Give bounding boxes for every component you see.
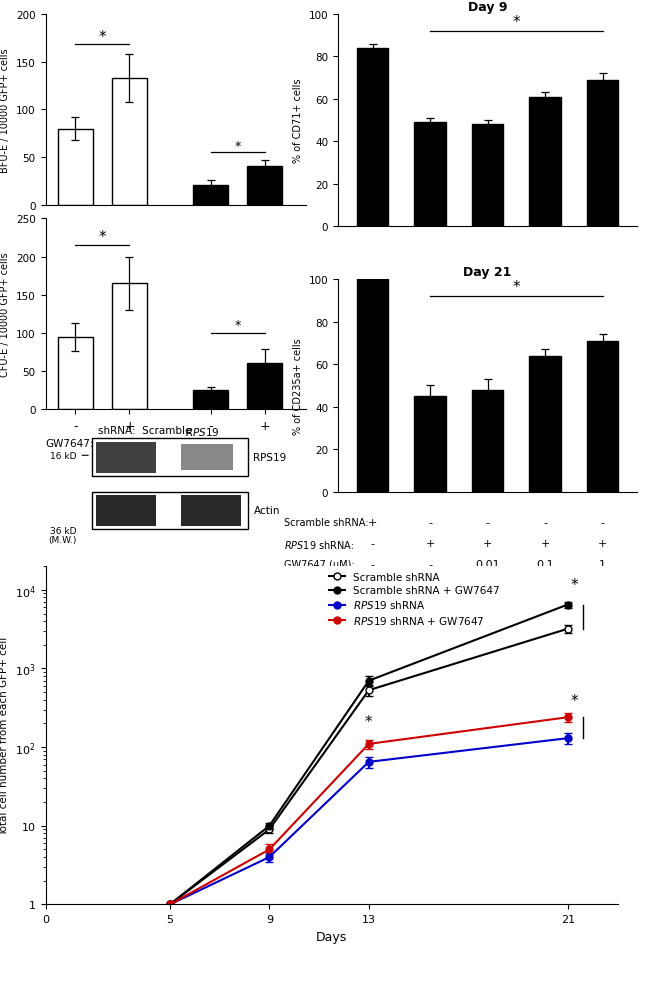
Text: -: - — [428, 518, 432, 528]
Text: Scramble shRNA:: Scramble shRNA: — [284, 518, 369, 528]
Bar — [529, 356, 561, 492]
Text: 0.01: 0.01 — [475, 560, 500, 570]
Text: -: - — [543, 518, 547, 528]
Title: Day 21: Day 21 — [463, 265, 512, 278]
Bar — [472, 125, 503, 227]
Text: -: - — [428, 560, 432, 570]
Y-axis label: % of CD235a+ cells: % of CD235a+ cells — [293, 338, 303, 434]
Y-axis label: BFU-E / 10000 GFP+ cells: BFU-E / 10000 GFP+ cells — [1, 48, 10, 173]
Text: *: * — [570, 694, 578, 709]
Bar — [587, 81, 618, 227]
Text: *: * — [235, 139, 241, 152]
Y-axis label: CFU-E / 10000 GFP+ cells: CFU-E / 10000 GFP+ cells — [1, 252, 10, 377]
Bar — [472, 391, 503, 492]
Bar — [247, 364, 283, 411]
Text: Actin: Actin — [254, 506, 280, 516]
Text: GW7647:: GW7647: — [46, 439, 94, 449]
X-axis label: Days: Days — [316, 929, 347, 942]
Bar — [247, 167, 283, 206]
Text: *: * — [235, 319, 241, 332]
Bar — [193, 391, 228, 411]
Bar — [112, 79, 147, 206]
Bar — [58, 338, 93, 411]
Bar — [58, 129, 93, 206]
Text: -: - — [370, 560, 374, 570]
Bar — [357, 280, 388, 492]
Bar — [357, 49, 388, 227]
Text: +: + — [483, 539, 492, 549]
Text: *: * — [99, 230, 106, 245]
Title: Day 9: Day 9 — [468, 1, 507, 14]
Text: *: * — [570, 577, 578, 592]
Bar — [96, 442, 156, 473]
Text: -: - — [601, 518, 604, 528]
Text: 1: 1 — [599, 560, 606, 570]
Text: 0.1: 0.1 — [536, 560, 554, 570]
Text: +: + — [425, 539, 435, 549]
Bar — [92, 438, 248, 477]
Text: shRNA:  Scramble: shRNA: Scramble — [98, 425, 198, 435]
Bar — [112, 284, 147, 411]
Y-axis label: Total cell number from each GFP+ cell: Total cell number from each GFP+ cell — [0, 636, 9, 835]
Text: -: - — [370, 539, 374, 549]
Text: *: * — [512, 15, 520, 30]
Bar — [587, 342, 618, 492]
Bar — [96, 496, 156, 527]
Bar — [414, 397, 446, 492]
Bar — [92, 492, 248, 530]
Text: 16 kD: 16 kD — [50, 451, 77, 460]
Text: +: + — [540, 539, 550, 549]
Y-axis label: % of CD71+ cells: % of CD71+ cells — [293, 79, 303, 163]
Text: *: * — [365, 715, 372, 730]
Text: *: * — [512, 280, 520, 295]
Text: $RPS19$: $RPS19$ — [185, 425, 219, 437]
Bar — [181, 496, 240, 527]
Text: $RPS19$ shRNA:: $RPS19$ shRNA: — [284, 539, 355, 551]
Text: +: + — [598, 539, 607, 549]
Text: RPS19: RPS19 — [254, 452, 287, 462]
Text: -: - — [486, 518, 489, 528]
Bar — [529, 97, 561, 227]
Text: (M.W.): (M.W.) — [48, 536, 77, 545]
Legend: Scramble shRNA, Scramble shRNA + GW7647, $RPS19$ shRNA, $RPS19$ shRNA + GW7647: Scramble shRNA, Scramble shRNA + GW7647,… — [325, 569, 504, 630]
Text: +: + — [368, 518, 377, 528]
Bar — [181, 444, 233, 471]
Text: GW7647 (μM):: GW7647 (μM): — [284, 560, 355, 570]
Bar — [414, 123, 446, 227]
Bar — [193, 186, 228, 206]
Text: 36 kD: 36 kD — [50, 527, 77, 536]
Text: *: * — [99, 30, 106, 45]
